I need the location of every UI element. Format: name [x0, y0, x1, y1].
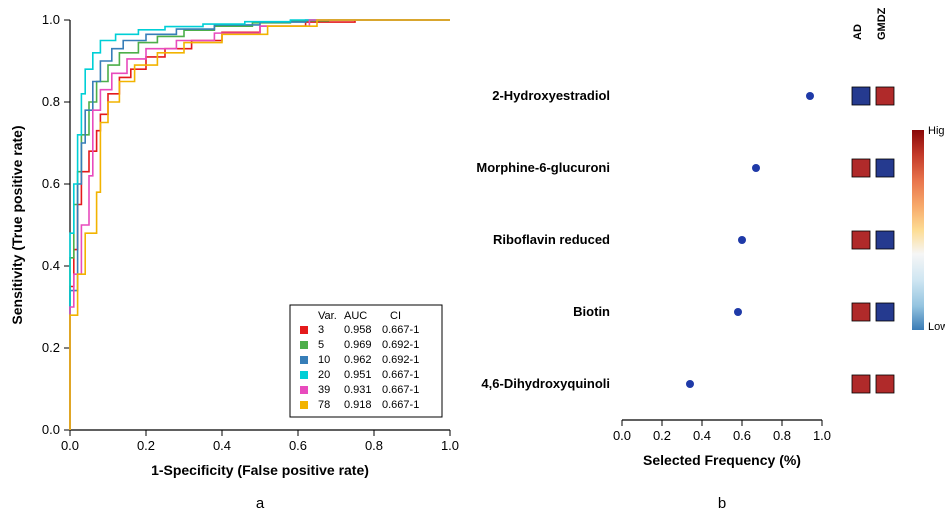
legend-auc: 0.969 [344, 339, 372, 351]
gmdz-square [876, 231, 894, 249]
item-label: Morphine-6-glucuroni [476, 160, 610, 175]
col-header-gmdz: GMDZ [876, 7, 888, 40]
x-tick-label: 0.4 [213, 438, 231, 453]
y-tick-label: 1.0 [42, 12, 60, 27]
legend-header: AUC [344, 310, 367, 322]
legend-auc: 0.931 [344, 384, 372, 396]
ad-square [852, 87, 870, 105]
legend-var: 10 [318, 354, 330, 366]
y-tick-label: 0.6 [42, 176, 60, 191]
panel-b: 0.0 0.2 0.4 0.6 0.8 1.0 Selected Frequency (%)… [472, 0, 945, 510]
x-tick-label: 1.0 [813, 428, 831, 443]
legend-var: 78 [318, 399, 330, 411]
roc-chart: 0.00.0 0.2 0.2 0.4 0.4 0.6 0.6 0.8 0.8 1.0 1.0 1-Sp… [0, 0, 472, 510]
colorbar [912, 130, 924, 330]
freq-dot [806, 92, 814, 100]
ad-square [852, 159, 870, 177]
y-tick-label: 0.0 [42, 422, 60, 437]
item-label: 2-Hydroxyestradiol [492, 88, 610, 103]
legend-swatch [300, 371, 308, 379]
x-axis-label: 1-Specificity (False positive rate) [151, 462, 369, 478]
legend-auc: 0.958 [344, 324, 372, 336]
col-header-ad: AD [852, 24, 864, 40]
x-tick-label: 0.2 [653, 428, 671, 443]
legend-var: 3 [318, 324, 324, 336]
panel-letter-b: b [718, 495, 726, 510]
gmdz-square [876, 87, 894, 105]
freq-dot [686, 380, 694, 388]
legend-var: 5 [318, 339, 324, 351]
legend-auc: 0.918 [344, 399, 372, 411]
colorbar-high: High [928, 125, 945, 137]
legend-swatch [300, 341, 308, 349]
y-tick-label: 0.2 [42, 340, 60, 355]
ad-square [852, 303, 870, 321]
legend-ci: 0.667-1 [382, 384, 419, 396]
x-axis-label: Selected Frequency (%) [643, 452, 801, 468]
legend-swatch [300, 401, 308, 409]
item-label: Riboflavin reduced [493, 232, 610, 247]
y-tick-label: 0.4 [42, 258, 60, 273]
x-tick-label: 0.0 [61, 438, 79, 453]
gmdz-square [876, 159, 894, 177]
legend-ci: 0.667-1 [382, 399, 419, 411]
x-tick-label: 0.4 [693, 428, 711, 443]
x-tick-label: 1.0 [441, 438, 459, 453]
x-tick-label: 0.2 [137, 438, 155, 453]
item-label: 4,6-Dihydroxyquinoli [481, 376, 610, 391]
legend-ci: 0.667-1 [382, 369, 419, 381]
legend-auc: 0.951 [344, 369, 372, 381]
freq-dot [734, 308, 742, 316]
legend-swatch [300, 356, 308, 364]
y-axis-label: Sensitivity (True positive rate) [9, 125, 25, 324]
x-tick-label: 0.6 [733, 428, 751, 443]
legend-header: CI [390, 310, 401, 322]
x-tick-label: 0.0 [613, 428, 631, 443]
legend-header: Var. [318, 310, 337, 322]
legend-var: 39 [318, 384, 330, 396]
gmdz-square [876, 375, 894, 393]
x-tick-label: 0.6 [289, 438, 307, 453]
legend-ci: 0.692-1 [382, 354, 419, 366]
legend-auc: 0.962 [344, 354, 372, 366]
figure-container: 0.00.00.20.20.40.40.60.60.80.81.01.01-Sp… [0, 0, 945, 510]
legend-ci: 0.692-1 [382, 339, 419, 351]
legend-swatch [300, 326, 308, 334]
legend-swatch [300, 386, 308, 394]
legend-var: 20 [318, 369, 330, 381]
freq-dot [738, 236, 746, 244]
panel-a: 0.00.0 0.2 0.2 0.4 0.4 0.6 0.6 0.8 0.8 1.0 1.0 1-Sp… [0, 0, 472, 510]
y-tick-label: 0.8 [42, 94, 60, 109]
panel-letter-a: a [256, 495, 265, 510]
item-label: Biotin [573, 304, 610, 319]
colorbar-low: Low [928, 321, 945, 333]
ad-square [852, 231, 870, 249]
x-tick-label: 0.8 [365, 438, 383, 453]
freq-dot [752, 164, 760, 172]
frequency-chart: 0.0 0.2 0.4 0.6 0.8 1.0 Selected Frequency (%)… [472, 0, 945, 510]
gmdz-square [876, 303, 894, 321]
x-tick-label: 0.8 [773, 428, 791, 443]
legend-ci: 0.667-1 [382, 324, 419, 336]
ad-square [852, 375, 870, 393]
